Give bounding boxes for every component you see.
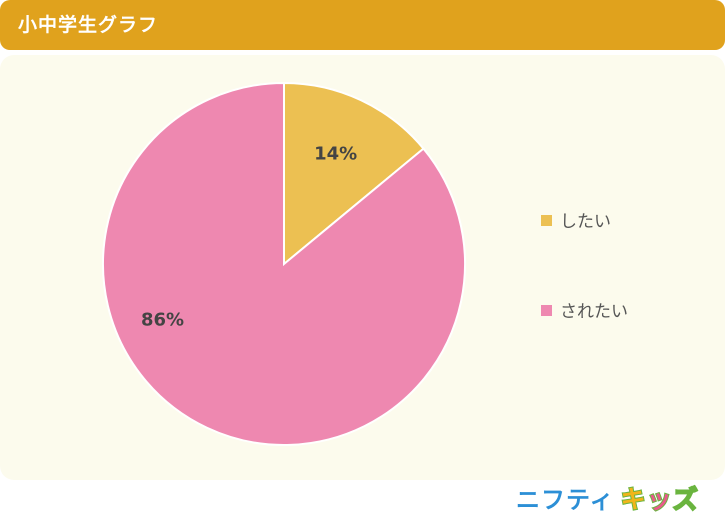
logo-char-1: ッ [646, 484, 673, 515]
logo-char-2: ズ [672, 484, 699, 515]
chart-title: 小中学生グラフ [18, 14, 159, 36]
pie-slice-1 [102, 81, 466, 446]
pie-chart: 14% 86% [102, 81, 466, 446]
logo-text-kids: キッズ [620, 480, 699, 520]
chart-header: 小中学生グラフ [0, 0, 725, 50]
legend-swatch-1 [541, 305, 552, 316]
legend-label-0: したい [560, 212, 611, 232]
legend-swatch-0 [541, 215, 552, 226]
pie-label-0: 14% [314, 143, 357, 164]
logo-text-nifty: ニフティ [516, 486, 615, 514]
chart-panel: 14% 86% したい されたい [0, 55, 725, 480]
logo-char-0: キ [620, 484, 647, 515]
legend-item-0: したい [541, 212, 611, 232]
pie-label-1: 86% [141, 309, 184, 330]
legend-label-1: されたい [560, 302, 628, 322]
pie-slice-0 [283, 81, 425, 267]
legend-item-1: されたい [541, 302, 628, 322]
nifty-kids-logo: ニフティ キッズ [516, 480, 699, 520]
